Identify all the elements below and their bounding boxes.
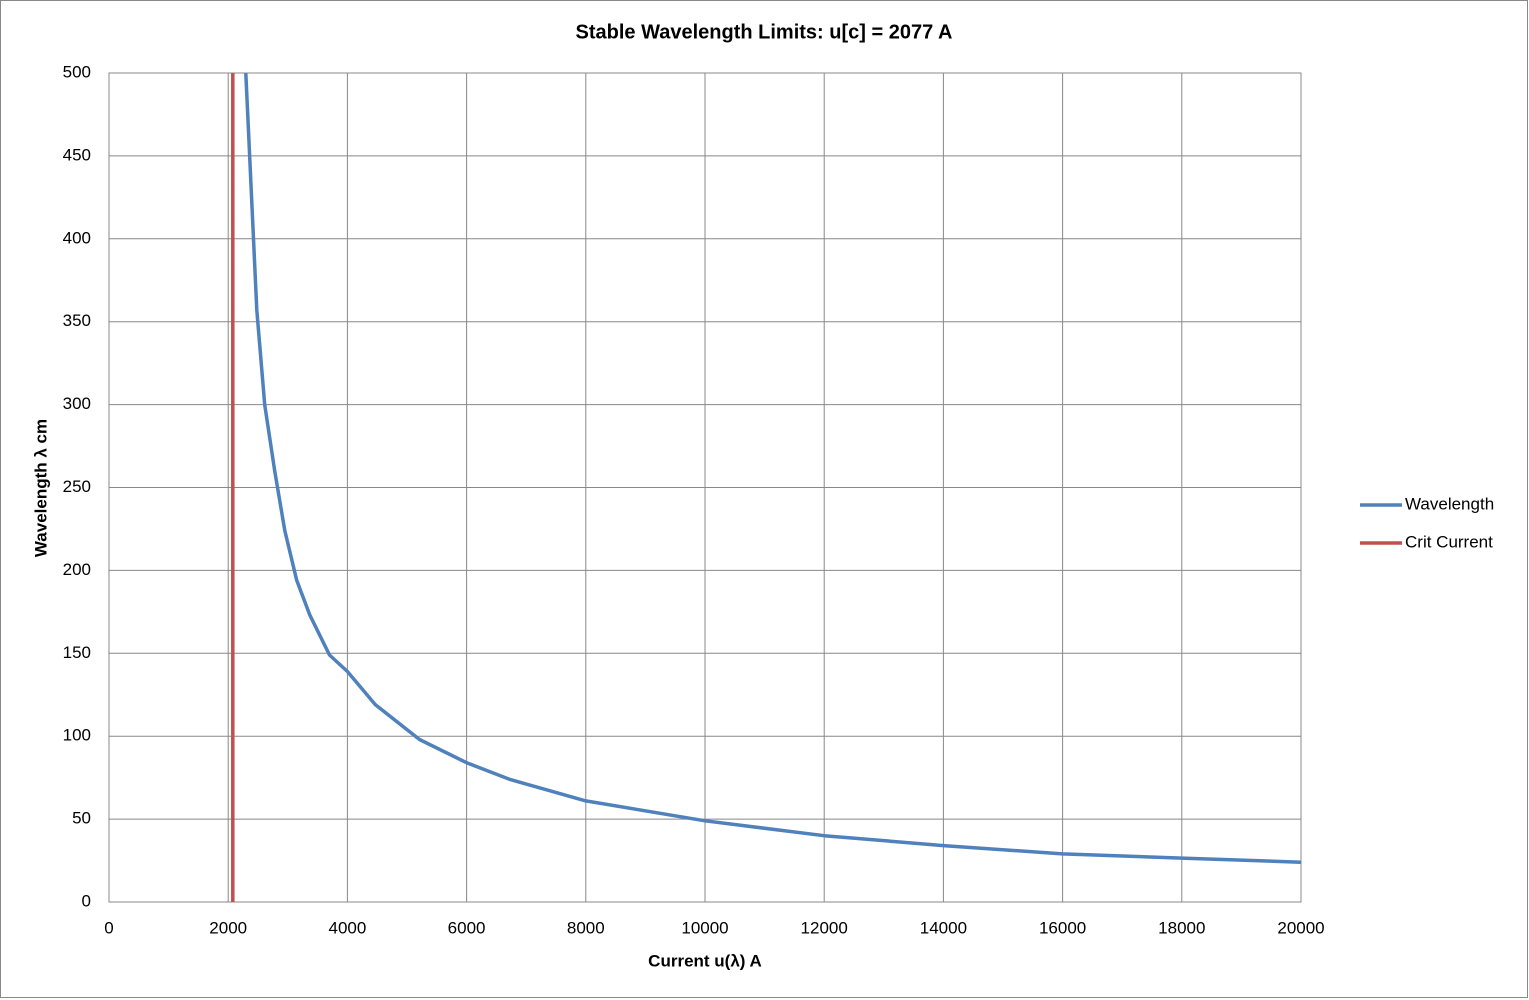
y-tick-label: 0 — [82, 891, 91, 910]
x-axis-label: Current u(λ) A — [648, 951, 762, 970]
x-tick-label: 12000 — [801, 918, 848, 937]
y-tick-label: 300 — [63, 394, 91, 413]
x-tick-label: 2000 — [209, 918, 247, 937]
x-tick-label: 20000 — [1277, 918, 1324, 937]
plot-area — [108, 72, 1302, 903]
x-tick-label: 14000 — [920, 918, 967, 937]
y-tick-label: 100 — [63, 726, 91, 745]
x-tick-label: 6000 — [448, 918, 486, 937]
chart-title: Stable Wavelength Limits: u[c] = 2077 A — [576, 21, 953, 43]
y-tick-label: 400 — [63, 228, 91, 247]
x-tick-label: 0 — [104, 918, 113, 937]
x-tick-label: 10000 — [681, 918, 728, 937]
y-tick-label: 50 — [72, 809, 91, 828]
x-tick-label: 4000 — [328, 918, 366, 937]
y-axis-label: Wavelength λ cm — [31, 419, 50, 557]
series-line — [244, 72, 1302, 864]
x-tick-label: 8000 — [567, 918, 605, 937]
y-tick-label: 200 — [63, 560, 91, 579]
x-tick-label: 18000 — [1158, 918, 1205, 937]
x-tick-label: 16000 — [1039, 918, 1086, 937]
y-tick-label: 450 — [63, 145, 91, 164]
y-tick-label: 500 — [63, 62, 91, 81]
y-tick-label: 150 — [63, 643, 91, 662]
y-tick-label: 250 — [63, 477, 91, 496]
y-tick-label: 350 — [63, 311, 91, 330]
legend-label: Crit Current — [1405, 532, 1493, 551]
legend-label: Wavelength — [1405, 494, 1494, 513]
